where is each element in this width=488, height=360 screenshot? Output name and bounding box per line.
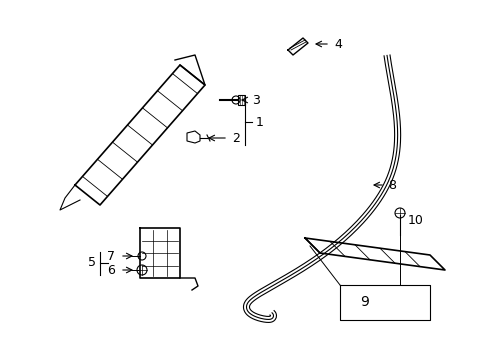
Text: 9: 9: [360, 295, 368, 309]
Text: 7: 7: [107, 249, 115, 262]
Text: 2: 2: [231, 131, 240, 144]
Text: 4: 4: [333, 37, 341, 50]
Text: 10: 10: [407, 213, 423, 226]
Text: 1: 1: [256, 116, 264, 129]
Text: 3: 3: [251, 94, 259, 107]
Text: 8: 8: [387, 179, 395, 192]
Text: 5: 5: [88, 256, 96, 270]
Text: 6: 6: [107, 264, 115, 276]
